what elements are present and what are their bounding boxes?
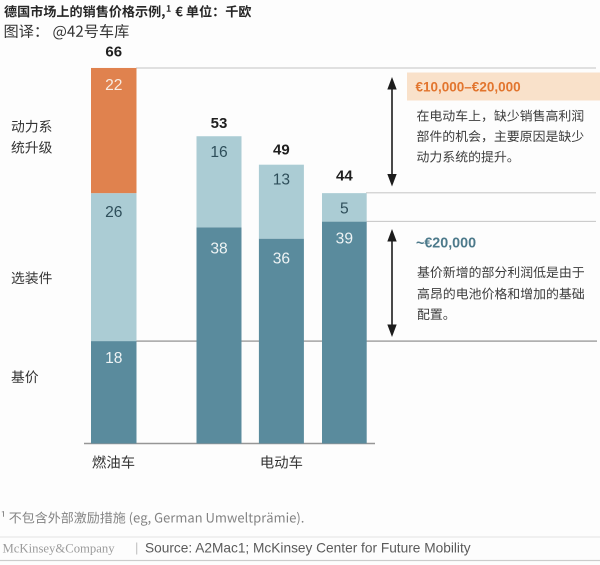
svg-text:66: 66 xyxy=(105,44,122,61)
svg-text:36: 36 xyxy=(273,251,290,268)
svg-text:49: 49 xyxy=(273,142,290,159)
svg-text:Source: A2Mac1; McKinsey Cente: Source: A2Mac1; McKinsey Center for Futu… xyxy=(145,541,471,556)
svg-text:16: 16 xyxy=(210,144,227,161)
svg-text:~€20,000: ~€20,000 xyxy=(416,236,476,252)
svg-text:McKinsey&Company: McKinsey&Company xyxy=(3,542,116,556)
svg-text:53: 53 xyxy=(211,115,228,132)
svg-text:|: | xyxy=(135,540,138,555)
svg-text:44: 44 xyxy=(336,168,353,185)
svg-text:€10,000–€20,000: €10,000–€20,000 xyxy=(416,80,521,95)
svg-text:26: 26 xyxy=(105,204,122,221)
svg-text:38: 38 xyxy=(210,240,227,257)
svg-text:22: 22 xyxy=(105,77,122,94)
svg-text:18: 18 xyxy=(105,350,122,367)
svg-text:5: 5 xyxy=(340,201,349,218)
svg-text:39: 39 xyxy=(336,231,353,248)
svg-text:13: 13 xyxy=(273,172,290,189)
